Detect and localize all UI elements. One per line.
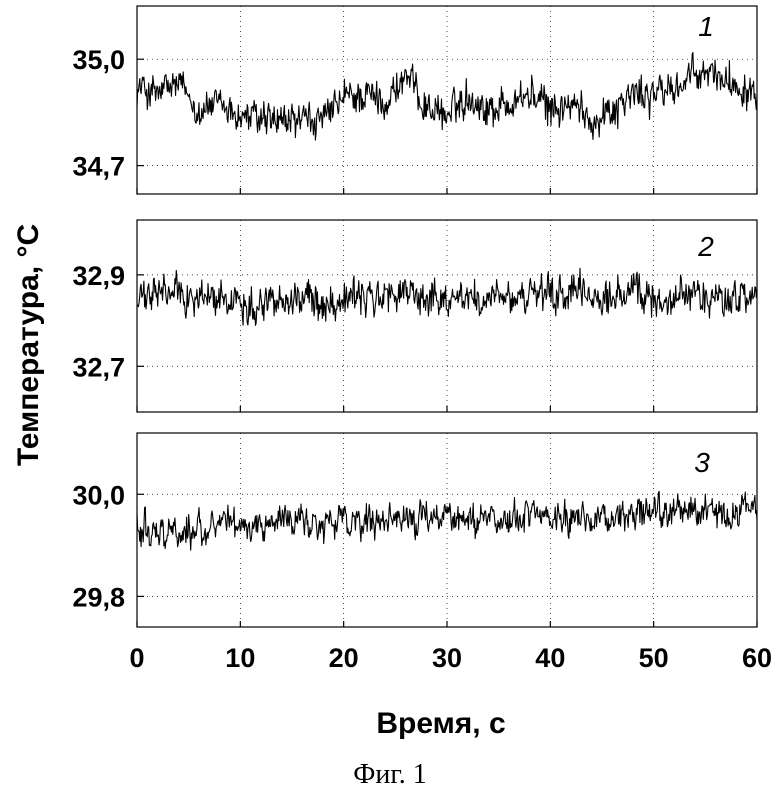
- series-line: [137, 491, 757, 550]
- x-tick-label: 30: [432, 643, 462, 673]
- series-line: [137, 268, 757, 325]
- x-tick-labels: 0 10 20 30 40 50 60: [129, 643, 772, 673]
- x-tick-label: 0: [129, 643, 144, 673]
- y-tick-label: 30,0: [72, 480, 125, 510]
- y-tick-label: 32,7: [72, 352, 125, 382]
- x-tick-label: 40: [535, 643, 565, 673]
- y-tick-label: 35,0: [72, 45, 125, 75]
- panel-1: 35,0 34,7 1: [72, 6, 757, 194]
- panel-number: 1: [698, 11, 714, 42]
- plot-frame: [137, 433, 757, 627]
- panel-2: 32,9 32,7 2: [72, 220, 757, 412]
- x-axis-label: Время, с: [376, 707, 505, 740]
- x-tick-label: 60: [742, 643, 772, 673]
- y-tick-label: 34,7: [72, 152, 125, 182]
- x-tick-label: 10: [225, 643, 255, 673]
- panel-number: 3: [694, 447, 710, 478]
- y-tick-label: 29,8: [72, 582, 125, 612]
- x-tick-label: 20: [329, 643, 359, 673]
- panel-number: 2: [697, 231, 714, 262]
- x-tick-label: 50: [639, 643, 669, 673]
- y-tick-label: 32,9: [72, 261, 125, 291]
- y-axis-label: Температура, °С: [12, 224, 45, 466]
- panel-3: 30,0 29,8 3: [72, 433, 757, 627]
- figure-caption: Фиг. 1: [353, 759, 426, 790]
